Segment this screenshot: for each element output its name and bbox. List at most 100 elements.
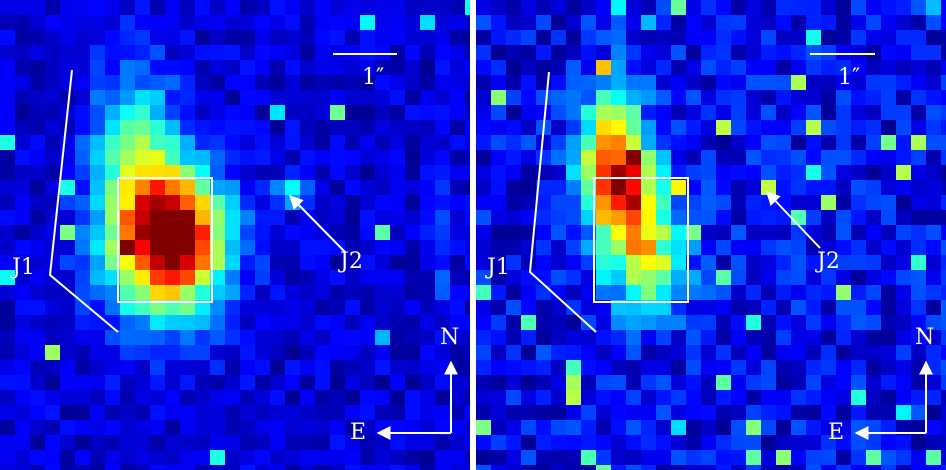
pixel: [105, 345, 120, 360]
pixel: [491, 285, 506, 300]
pixel: [551, 210, 566, 225]
pixel: [806, 405, 821, 420]
pixel: [120, 45, 135, 60]
pixel: [450, 420, 465, 435]
pixel: [851, 405, 866, 420]
pixel: [225, 75, 240, 90]
pixel: [551, 450, 566, 465]
pixel: [581, 450, 596, 465]
pixel: [941, 15, 946, 30]
pixel: [506, 375, 521, 390]
pixel: [195, 330, 210, 345]
pixel: [641, 60, 656, 75]
pixel: [926, 105, 941, 120]
pixel: [90, 135, 105, 150]
pixel: [315, 360, 330, 375]
pixel: [941, 0, 946, 15]
pixel: [225, 360, 240, 375]
pixel: [611, 345, 626, 360]
pixel: [165, 270, 180, 285]
pixel: [180, 435, 195, 450]
pixel: [641, 405, 656, 420]
pixel: [746, 345, 761, 360]
pixel: [851, 30, 866, 45]
pixel: [611, 105, 626, 120]
pixel: [491, 90, 506, 105]
pixel: [45, 30, 60, 45]
pixel: [210, 420, 225, 435]
pixel: [30, 240, 45, 255]
pixel: [506, 105, 521, 120]
pixel: [686, 330, 701, 345]
pixel: [611, 330, 626, 345]
pixel: [746, 45, 761, 60]
pixel: [566, 465, 581, 470]
pixel: [566, 270, 581, 285]
pixel: [180, 390, 195, 405]
pixel: [866, 210, 881, 225]
pixel: [491, 465, 506, 470]
pixel: [701, 420, 716, 435]
pixel: [120, 255, 135, 270]
pixel: [390, 90, 405, 105]
pixel: [836, 390, 851, 405]
pixel: [225, 180, 240, 195]
pixel: [866, 195, 881, 210]
pixel: [255, 225, 270, 240]
pixel: [881, 105, 896, 120]
pixel: [941, 120, 946, 135]
pixel: [0, 390, 15, 405]
pixel: [476, 165, 491, 180]
pixel: [315, 465, 330, 470]
pixel: [881, 0, 896, 15]
pixel: [731, 165, 746, 180]
pixel: [536, 345, 551, 360]
pixel: [476, 45, 491, 60]
pixel: [941, 30, 946, 45]
pixel: [195, 180, 210, 195]
pixel: [75, 45, 90, 60]
pixel: [596, 225, 611, 240]
pixel: [210, 60, 225, 75]
pixel: [851, 195, 866, 210]
pixel: [105, 135, 120, 150]
pixel: [330, 315, 345, 330]
pixel: [330, 375, 345, 390]
pixel: [671, 450, 686, 465]
pixel: [551, 390, 566, 405]
pixel: [566, 375, 581, 390]
pixel: [911, 60, 926, 75]
pixel: [270, 165, 285, 180]
pixel: [896, 120, 911, 135]
pixel: [866, 15, 881, 30]
pixel: [491, 0, 506, 15]
pixel: [761, 210, 776, 225]
pixel: [911, 405, 926, 420]
pixel: [195, 465, 210, 470]
pixel: [195, 345, 210, 360]
pixel: [686, 120, 701, 135]
pixel: [405, 270, 420, 285]
pixel: [75, 420, 90, 435]
pixel: [315, 330, 330, 345]
pixel: [656, 450, 671, 465]
pixel: [626, 225, 641, 240]
pixel: [671, 330, 686, 345]
pixel: [656, 195, 671, 210]
pixel: [255, 105, 270, 120]
pixel: [791, 105, 806, 120]
pixel: [641, 270, 656, 285]
pixel: [75, 165, 90, 180]
pixel: [375, 135, 390, 150]
pixel: [135, 75, 150, 90]
pixel: [315, 15, 330, 30]
pixel: [465, 420, 470, 435]
pixel: [390, 180, 405, 195]
pixel: [150, 390, 165, 405]
pixel: [150, 45, 165, 60]
pixel: [60, 330, 75, 345]
pixel: [360, 345, 375, 360]
pixel: [420, 345, 435, 360]
pixel: [285, 135, 300, 150]
pixel: [911, 360, 926, 375]
